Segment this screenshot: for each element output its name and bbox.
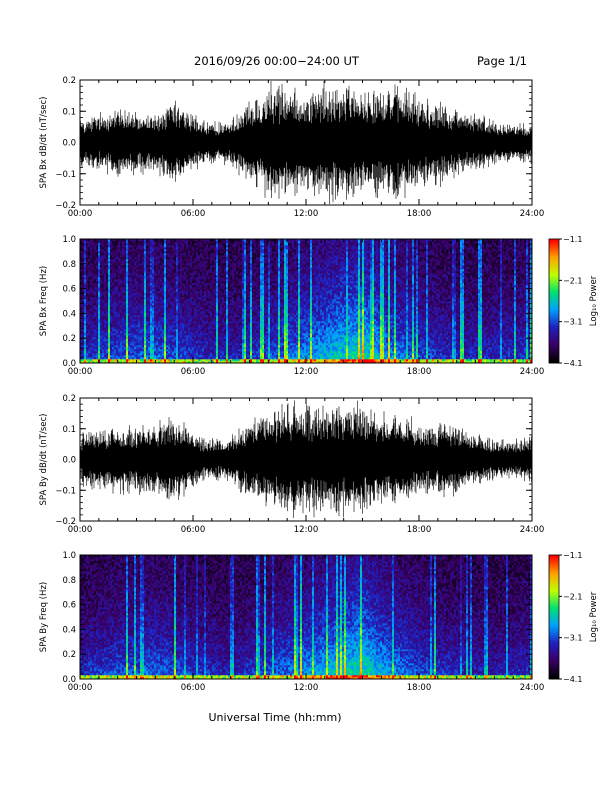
waveform-panel-bx-waveform: −0.2 −0.1 0.0 0.1 0.2 00:00 06:00 12:00 18:00 24:… [39,76,544,219]
y-tick-label: 1.0 [62,551,76,561]
x-tick-label: 24:00 [520,209,545,219]
colorbar-tick-label: −1.1 [563,235,582,244]
y-tick-label: 0.6 [62,601,76,611]
y-tick-label: 0.2 [62,76,76,86]
y-tick-label: 0.0 [62,359,76,369]
x-tick-label: 24:00 [520,525,545,535]
colorbar-tick-label: −1.1 [563,551,582,560]
waveform-panel-by-waveform: −0.2 −0.1 0.0 0.1 0.2 00:00 06:00 12:00 18:00 24:… [39,394,544,535]
y-axis-label: SPA Bx dB/dt (nT/sec) [39,97,49,189]
y-tick-label: 0.4 [62,625,76,635]
y-tick-label: 0.0 [62,139,76,149]
colorbar-tick-label: −3.1 [563,634,582,643]
y-tick-label: 0.8 [62,260,76,270]
x-tick-label: 06:00 [181,683,206,693]
colorbar-tick-label: −4.1 [563,359,582,368]
colorbar-tick-label: −3.1 [563,318,582,327]
x-tick-label: 00:00 [68,209,93,219]
colorbar-tick-label: −2.1 [563,592,582,601]
colorbar-label: Log₁₀ Power [589,275,599,326]
figure-title: 2016/09/26 00:00−24:00 UT [194,54,359,68]
spectrogram-panel-bx-spectrogram: 0.0 0.2 0.4 0.6 0.8 1.0 00:00 06:00 12:00 18:00 24… [39,235,599,377]
page-indicator: Page 1/1 [477,54,527,68]
colorbar-tick-label: −4.1 [563,675,582,684]
colorbar-tick-label: −2.1 [563,276,582,285]
y-tick-label: 1.0 [62,235,76,245]
colorbar: −1.1 −2.1 −3.1 −4.1 Log₁₀ Power [548,235,599,368]
x-axis-label: Universal Time (hh:mm) [209,711,342,724]
y-tick-label: 0.2 [62,650,76,660]
x-tick-label: 00:00 [68,367,93,377]
y-tick-label: 0.6 [62,285,76,295]
colorbar-label: Log₁₀ Power [589,591,599,642]
x-tick-label: 24:00 [520,367,545,377]
y-tick-label: 0.0 [62,675,76,685]
spectrogram-panel-by-spectrogram: 0.0 0.2 0.4 0.6 0.8 1.0 00:00 06:00 12:00 18:00 24… [39,551,599,693]
x-tick-label: 12:00 [294,367,319,377]
x-tick-label: 06:00 [181,209,206,219]
x-tick-label: 18:00 [407,367,432,377]
y-tick-label: 0.2 [62,394,76,404]
y-tick-label: −0.2 [55,201,76,211]
y-tick-label: 0.8 [62,576,76,586]
y-tick-label: 0.1 [62,107,76,117]
y-tick-label: −0.1 [55,486,76,496]
x-tick-label: 06:00 [181,367,206,377]
y-axis-label: SPA By Freq (Hz) [39,582,49,652]
colorbar: −1.1 −2.1 −3.1 −4.1 Log₁₀ Power [548,551,599,684]
y-tick-label: 0.4 [62,309,76,319]
x-tick-label: 12:00 [294,683,319,693]
x-tick-label: 18:00 [407,209,432,219]
x-tick-label: 12:00 [294,209,319,219]
y-tick-label: 0.2 [62,334,76,344]
y-axis-label: SPA By dB/dt (nT/sec) [39,414,49,506]
x-tick-label: 06:00 [181,525,206,535]
x-tick-label: 00:00 [68,683,93,693]
colorbar-frame [548,554,560,680]
waveform-trace [80,80,532,205]
x-tick-label: 12:00 [294,525,319,535]
x-tick-label: 18:00 [407,683,432,693]
x-tick-label: 24:00 [520,683,545,693]
x-tick-label: 18:00 [407,525,432,535]
y-tick-label: −0.2 [55,517,76,527]
y-axis-label: SPA Bx Freq (Hz) [39,266,49,336]
colorbar-frame [548,238,560,364]
y-tick-label: 0.1 [62,425,76,435]
x-tick-label: 00:00 [68,525,93,535]
y-tick-label: 0.0 [62,456,76,466]
waveform-trace [80,400,532,518]
y-tick-label: −0.1 [55,170,76,180]
